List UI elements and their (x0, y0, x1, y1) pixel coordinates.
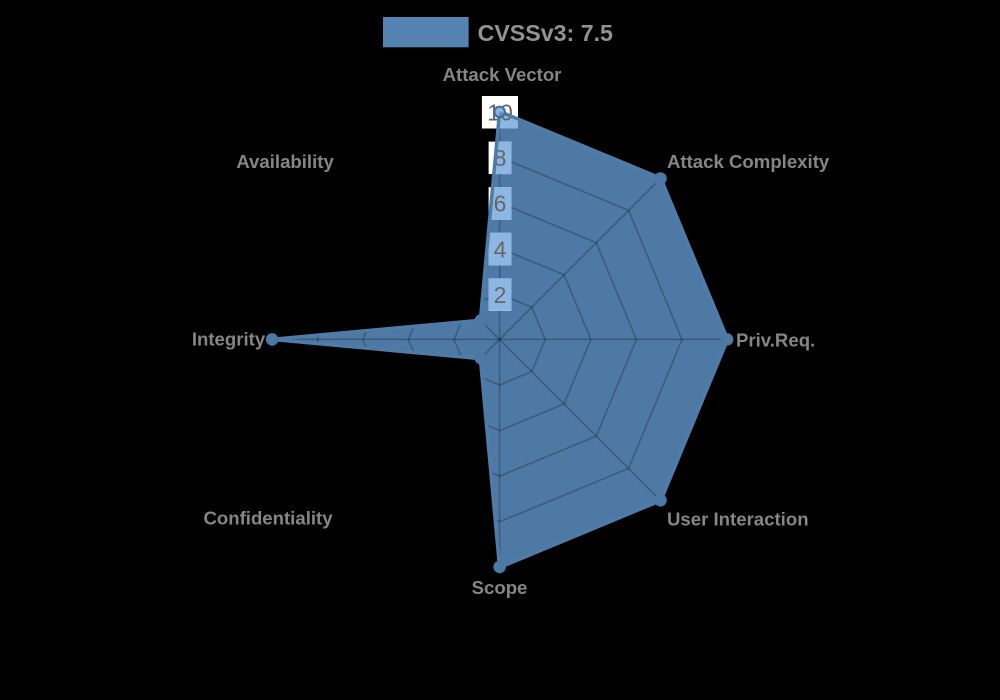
svg-text:4: 4 (494, 236, 507, 262)
svg-text:CVSSv3: 7.5: CVSSv3: 7.5 (478, 20, 613, 46)
svg-text:Attack Vector: Attack Vector (443, 64, 562, 85)
svg-text:Attack Complexity: Attack Complexity (667, 151, 830, 172)
svg-text:User Interaction: User Interaction (667, 508, 809, 529)
svg-text:6: 6 (494, 191, 507, 217)
svg-text:Integrity: Integrity (192, 328, 266, 349)
svg-text:Scope: Scope (472, 577, 528, 598)
svg-text:2: 2 (494, 282, 507, 308)
svg-text:Availability: Availability (236, 151, 334, 172)
svg-text:Confidentiality: Confidentiality (203, 508, 333, 529)
svg-text:Priv.Req.: Priv.Req. (736, 330, 815, 351)
